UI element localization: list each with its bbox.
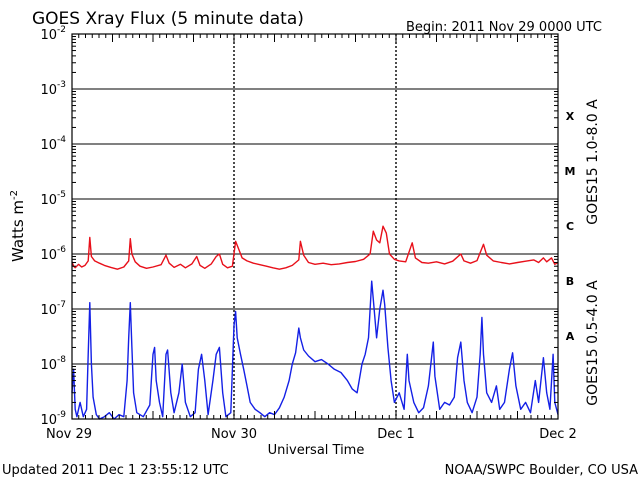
- series-line: [71, 225, 559, 270]
- flare-class-label: A: [566, 330, 575, 343]
- x-tick-label: Nov 30: [211, 427, 257, 442]
- series-line: [71, 280, 559, 420]
- y-tick-base: 10: [40, 83, 57, 98]
- y-tick-exponent: -9: [57, 410, 66, 420]
- x-tick-label: Dec 1: [377, 427, 415, 442]
- y-axis-label-sup: -2: [9, 190, 20, 200]
- flare-class-label: C: [566, 220, 574, 233]
- y-tick-exponent: -5: [57, 190, 66, 200]
- x-tick-label: Dec 2: [539, 427, 577, 442]
- flare-class-label: B: [566, 275, 574, 288]
- begin-label: Begin: 2011 Nov 29 0000 UTC: [406, 20, 602, 35]
- y-tick-exponent: -3: [57, 80, 66, 90]
- x-tick-label: Nov 29: [46, 427, 92, 442]
- y-tick-base: 10: [40, 193, 57, 208]
- tick-layer: [71, 34, 559, 419]
- series-layer: [71, 225, 559, 420]
- y-axis-label: Watts m-2: [9, 190, 27, 262]
- y-tick-label: 10-9: [40, 410, 66, 428]
- x-tick-labels: Nov 29 Nov 30 Dec 1 Dec 2: [46, 427, 577, 442]
- y-tick-label: 10-6: [40, 245, 66, 263]
- y-tick-exponent: -4: [57, 135, 66, 145]
- y-tick-label: 10-5: [40, 190, 66, 208]
- y-tick-base: 10: [40, 28, 57, 43]
- y-tick-base: 10: [40, 303, 57, 318]
- chart-title: GOES Xray Flux (5 minute data): [32, 9, 304, 29]
- legend-series-long-band: GOES15 1.0-8.0 A: [585, 99, 601, 225]
- y-tick-base: 10: [40, 358, 57, 373]
- flare-class-label: X: [566, 110, 575, 123]
- y-tick-exponent: -2: [57, 25, 66, 35]
- y-tick-label: 10-7: [40, 300, 66, 318]
- y-tick-label: 10-3: [40, 80, 66, 98]
- y-tick-label: 10-4: [40, 135, 66, 153]
- y-tick-exponent: -8: [57, 355, 66, 365]
- flare-class-labels: X M C B A: [565, 110, 576, 343]
- y-tick-labels: 10-210-310-410-510-610-710-810-9: [40, 25, 66, 428]
- y-tick-base: 10: [40, 248, 57, 263]
- flare-class-label: M: [565, 165, 576, 178]
- y-tick-base: 10: [40, 413, 57, 428]
- y-tick-label: 10-2: [40, 25, 66, 43]
- footer-updated: Updated 2011 Dec 1 23:55:12 UTC: [2, 463, 229, 478]
- x-axis-label: Universal Time: [268, 443, 365, 458]
- y-tick-exponent: -7: [57, 300, 66, 310]
- y-tick-exponent: -6: [57, 245, 66, 255]
- y-tick-base: 10: [40, 138, 57, 153]
- footer-credit: NOAA/SWPC Boulder, CO USA: [445, 463, 638, 478]
- legend-series-short-band: GOES15 0.5-4.0 A: [585, 280, 601, 406]
- y-tick-label: 10-8: [40, 355, 66, 373]
- y-axis-label-text: Watts m: [9, 200, 27, 262]
